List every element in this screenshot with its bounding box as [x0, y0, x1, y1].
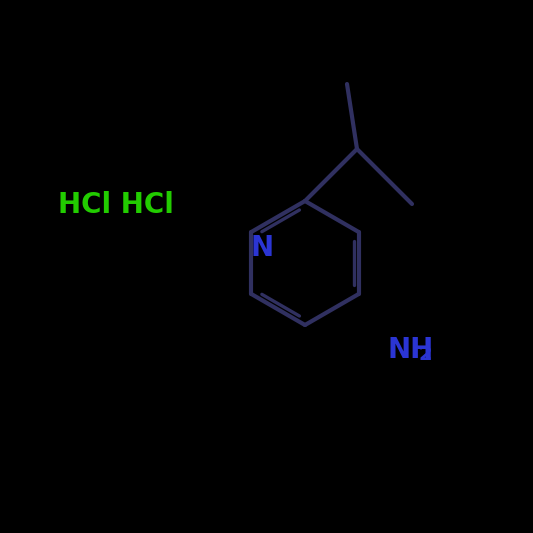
Text: N: N	[251, 234, 273, 262]
Text: 2: 2	[418, 345, 432, 365]
Text: HCl HCl: HCl HCl	[58, 191, 174, 219]
Text: NH: NH	[388, 336, 434, 364]
